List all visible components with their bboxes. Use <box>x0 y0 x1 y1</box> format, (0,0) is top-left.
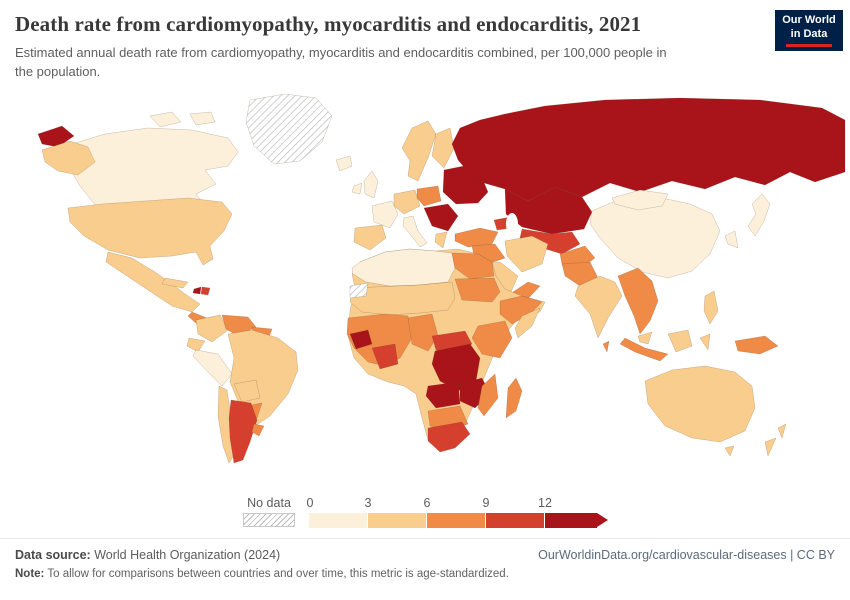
country-finland[interactable] <box>431 127 455 169</box>
caspian-sea <box>506 213 518 235</box>
owid-logo[interactable]: Our World in Data <box>775 10 843 51</box>
owid-logo-line1: Our World <box>782 14 836 27</box>
country-russia[interactable] <box>451 97 846 202</box>
country-ireland[interactable] <box>351 182 363 195</box>
country-argentina[interactable] <box>228 399 258 464</box>
data-source: Data source: World Health Organization (… <box>15 548 280 562</box>
country-dominican-republic[interactable] <box>200 286 211 296</box>
no-data-label: No data <box>247 496 291 510</box>
region-western-sahara[interactable] <box>349 282 369 299</box>
country-colombia[interactable] <box>195 314 229 343</box>
region-poland-hungary[interactable] <box>416 185 442 207</box>
legend-tick-6: 6 <box>423 496 431 510</box>
owid-logo-red-bar <box>786 43 832 47</box>
owid-logo-line2: in Data <box>790 28 828 40</box>
region-indochina[interactable] <box>617 267 659 335</box>
region-indonesia-east[interactable] <box>699 333 711 351</box>
note-text: To allow for comparisons between countri… <box>47 568 509 580</box>
country-uk[interactable] <box>363 170 379 199</box>
country-france[interactable] <box>371 200 399 229</box>
legend-bin-3-6[interactable] <box>368 513 427 528</box>
country-peru[interactable] <box>192 349 233 387</box>
country-haiti[interactable] <box>192 286 202 295</box>
legend-bin-0-3[interactable] <box>309 513 368 528</box>
country-chile[interactable] <box>217 385 236 464</box>
country-mozambique[interactable] <box>477 373 499 417</box>
region-balkans-romania[interactable] <box>423 203 459 232</box>
country-greenland[interactable] <box>245 93 333 165</box>
region-tasmania[interactable] <box>724 445 735 457</box>
region-north-africa[interactable] <box>351 248 456 287</box>
region-borneo[interactable] <box>667 329 693 353</box>
country-new-zealand[interactable] <box>764 423 787 457</box>
page-title: Death rate from cardiomyopathy, myocardi… <box>15 12 642 36</box>
legend-tick-0: 0 <box>306 496 314 510</box>
credit-link[interactable]: OurWorldinData.org/cardiovascular-diseas… <box>538 548 835 562</box>
country-mongolia[interactable] <box>611 189 669 211</box>
legend-ticks: 0 3 6 9 12 <box>306 496 621 511</box>
country-madagascar[interactable] <box>505 377 523 419</box>
country-sri-lanka[interactable] <box>602 340 610 353</box>
legend-no-data: No data <box>243 496 295 528</box>
legend-bin-6-9[interactable] <box>427 513 486 528</box>
legend-color-bar <box>309 513 621 528</box>
country-australia[interactable] <box>644 365 756 443</box>
country-malaysia[interactable] <box>637 331 653 345</box>
country-bolivia[interactable] <box>233 379 261 403</box>
country-india[interactable] <box>574 275 623 339</box>
country-italy[interactable] <box>402 215 428 248</box>
country-cuba[interactable] <box>161 277 189 289</box>
region-korea[interactable] <box>724 230 739 249</box>
chart-header: Death rate from cardiomyopathy, myocardi… <box>15 12 755 82</box>
region-central-europe[interactable] <box>393 189 421 215</box>
legend-bin-12-plus[interactable] <box>545 513 597 528</box>
country-somalia[interactable] <box>514 307 541 339</box>
chart-footer: Data source: World Health Organization (… <box>0 538 850 580</box>
region-kenya-tanzania[interactable] <box>471 320 513 359</box>
region-iberia[interactable] <box>353 224 387 251</box>
data-source-label: Data source: <box>15 548 91 562</box>
country-greece[interactable] <box>434 231 448 249</box>
country-alaska[interactable] <box>41 140 96 176</box>
country-canada[interactable] <box>67 111 239 219</box>
country-japan[interactable] <box>747 193 771 237</box>
country-indonesia[interactable] <box>619 337 669 362</box>
legend-arrow <box>597 513 608 527</box>
map-legend: No data 0 3 6 9 12 <box>243 496 621 528</box>
country-philippines[interactable] <box>703 290 719 325</box>
country-usa[interactable] <box>67 197 233 266</box>
country-nigeria[interactable] <box>407 313 439 352</box>
country-uruguay[interactable] <box>251 423 265 437</box>
legend-tick-3: 3 <box>364 496 372 510</box>
country-sudan[interactable] <box>454 277 501 303</box>
data-source-value: World Health Organization (2024) <box>94 548 281 562</box>
no-data-swatch[interactable] <box>243 513 295 527</box>
legend-bin-9-12[interactable] <box>486 513 545 528</box>
footer-note: Note: To allow for comparisons between c… <box>15 568 835 580</box>
legend-scale: 0 3 6 9 12 <box>306 496 621 528</box>
country-angola[interactable] <box>425 381 461 409</box>
country-papua-new-guinea[interactable] <box>734 335 779 355</box>
country-turkey[interactable] <box>454 227 499 248</box>
region-sahel[interactable] <box>349 281 456 316</box>
country-china[interactable] <box>589 197 721 279</box>
country-south-africa[interactable] <box>427 421 471 453</box>
world-map-svg <box>37 93 846 464</box>
country-egypt[interactable] <box>451 252 495 280</box>
country-russia-chukotka[interactable] <box>37 125 75 148</box>
chart-subtitle: Estimated annual death rate from cardiom… <box>15 45 667 79</box>
country-guinea[interactable] <box>349 329 373 350</box>
region-ghana-cote-divoire[interactable] <box>371 343 399 370</box>
note-label: Note: <box>15 568 45 580</box>
region-scandinavia[interactable] <box>401 120 437 182</box>
country-mexico[interactable] <box>105 251 201 313</box>
country-iceland[interactable] <box>335 155 353 172</box>
legend-tick-12: 12 <box>538 496 552 510</box>
world-map <box>0 86 850 490</box>
country-iran[interactable] <box>504 235 549 273</box>
legend-tick-9: 9 <box>482 496 490 510</box>
